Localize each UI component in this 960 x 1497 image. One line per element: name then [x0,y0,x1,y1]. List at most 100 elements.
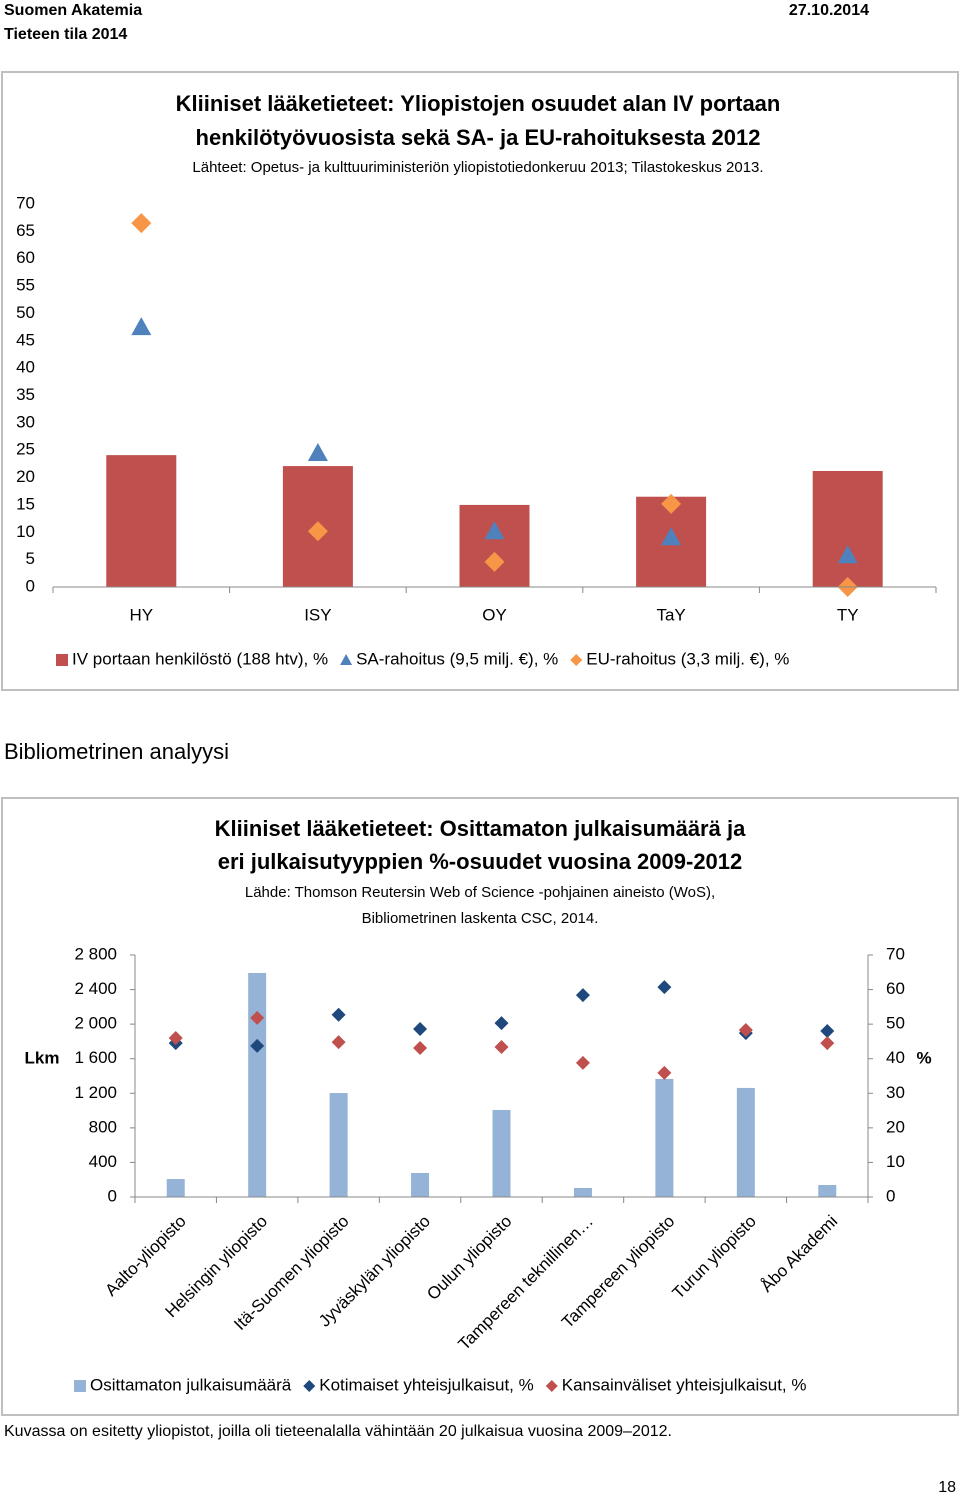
y2-tick-label: 70 [886,944,905,963]
y-tick-label: 35 [16,385,35,404]
legend-label: SA-rahoitus (9,5 milj. €), % [356,649,558,668]
y-tick-label: 40 [16,358,35,377]
legend-swatch [570,654,583,666]
point [484,551,505,572]
legend-swatch [303,1380,316,1392]
chart-title: Kliiniset lääketieteet: Osittamaton julk… [215,816,746,841]
y-tick-label: 30 [16,412,35,431]
y-tick-label: 0 [108,1186,117,1205]
point [661,493,682,514]
legend-label: IV portaan henkilöstö (188 htv), % [72,649,328,668]
legend-swatch [56,654,68,666]
bar [329,1093,348,1197]
bar [492,1109,511,1197]
x-tick-label: Åbo Akademi [757,1212,841,1296]
point [820,1024,835,1039]
bar [818,1184,837,1197]
x-tick-label: ISY [304,605,331,624]
chart-title: eri julkaisutyyppien %-osuudet vuosina 2… [218,849,743,874]
legend-label: Osittamaton julkaisumäärä [90,1375,292,1394]
point [494,1016,509,1031]
bar [106,455,177,587]
y-tick-label: 2 800 [74,944,117,963]
chart-title: Kliiniset lääketieteet: Yliopistojen osu… [176,91,781,116]
chart-title: henkilötyövuosista sekä SA- ja EU-rahoit… [196,125,761,150]
point [307,521,328,542]
x-tick-label: Oulun yliopisto [423,1212,515,1304]
bar [411,1172,430,1197]
bar [459,504,530,587]
y-tick-label: 2 400 [74,979,117,998]
point [331,1035,346,1050]
x-tick-label: TaY [656,605,685,624]
y2-tick-label: 0 [886,1186,895,1205]
header-date: 27.10.2014 [789,2,869,19]
point [250,1038,265,1053]
bar [655,1078,674,1197]
y2-tick-label: 40 [886,1048,905,1067]
point [837,545,858,564]
y-tick-label: 55 [16,276,35,295]
y-tick-label: 70 [16,193,35,212]
y2-axis-label: % [916,1048,931,1067]
legend-swatch [545,1380,558,1392]
point [661,527,682,546]
bar [166,1179,185,1197]
y-tick-label: 50 [16,303,35,322]
bar [573,1188,592,1197]
chart-subtitle: Bibliometrinen laskenta CSC, 2014. [362,910,599,927]
point [738,1023,753,1038]
point [575,988,590,1003]
x-tick-label: Aalto-yliopisto [101,1212,189,1300]
x-tick-label: Tampereen teknillinen… [455,1212,597,1354]
bar [736,1087,755,1197]
y-tick-label: 65 [16,221,35,240]
point [575,1055,590,1070]
point [131,317,152,336]
x-tick-label: Turun yliopisto [669,1212,760,1303]
y-tick-label: 5 [26,549,35,568]
header-org: Suomen Akatemia [4,2,142,19]
y-tick-label: 10 [16,522,35,541]
header-publication: Tieteen tila 2014 [4,26,127,43]
y-tick-label: 400 [89,1152,117,1171]
y2-tick-label: 50 [886,1014,905,1033]
legend-label: Kansainväliset yhteisjulkaisut, % [562,1375,807,1394]
y-tick-label: 25 [16,440,35,459]
point [413,1040,428,1055]
chart-subtitle: Lähteet: Opetus- ja kulttuuriministeriön… [192,159,763,176]
y2-tick-label: 30 [886,1083,905,1102]
footnote: Kuvassa on esitetty yliopistot, joilla o… [4,1423,672,1440]
y-tick-label: 1 600 [74,1048,117,1067]
bar [248,972,267,1197]
y-tick-label: 1 200 [74,1083,117,1102]
y-axis-label: Lkm [25,1048,60,1067]
legend-label: EU-rahoitus (3,3 milj. €), % [586,649,789,668]
y-tick-label: 0 [26,576,35,595]
point [331,1007,346,1022]
y-tick-label: 2 000 [74,1014,117,1033]
point [250,1010,265,1025]
y2-tick-label: 20 [886,1117,905,1136]
legend-swatch [340,654,353,665]
point [413,1021,428,1036]
y-tick-label: 45 [16,330,35,349]
y2-tick-label: 10 [886,1152,905,1171]
point [131,213,152,234]
y-tick-label: 20 [16,467,35,486]
point [484,521,505,540]
chart-frame [1,71,959,691]
point [657,980,672,995]
point [168,1030,183,1045]
point [494,1039,509,1054]
y2-tick-label: 60 [886,979,905,998]
chart-frame [1,797,959,1416]
x-tick-label: TY [837,605,859,624]
x-tick-label: HY [129,605,153,624]
bar [812,471,883,587]
chart-subtitle: Lähde: Thomson Reutersin Web of Science … [245,884,715,901]
y-tick-label: 800 [89,1117,117,1136]
legend-label: Kotimaiset yhteisjulkaisut, % [319,1375,533,1394]
point [307,442,328,461]
